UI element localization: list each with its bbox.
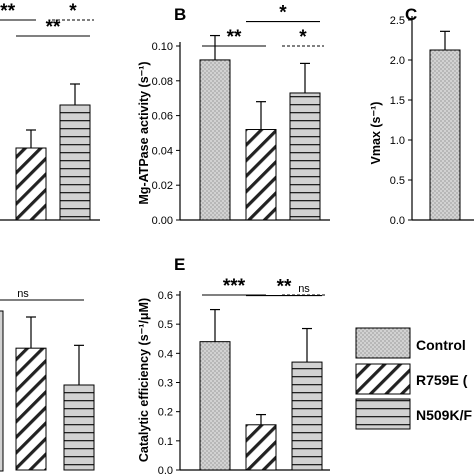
bar-control [0,310,4,472]
y-tick-label: 1.5 [390,95,405,107]
significance-label: *** [0,1,16,22]
bar-control [429,49,461,221]
panel-label: C [405,5,417,24]
y-axis-label: Catalytic efficiency (s⁻¹/μM) [137,298,151,462]
panel-label: B [174,5,186,24]
panel-a: ****** [0,1,100,221]
y-tick-label: 0.4 [158,348,173,360]
y-tick-label: 0.04 [152,145,173,157]
legend-swatch-stripes [355,398,411,430]
bar-r759e [15,347,47,471]
y-tick-label: 0.02 [152,180,173,192]
y-tick-label: 0.08 [152,76,173,88]
y-tick-label: 0.5 [158,319,173,331]
legend-label: Control [416,337,466,353]
y-tick-label: 0.2 [158,407,173,419]
legend-item: Control [355,327,466,359]
significance-label: ns [17,288,29,300]
bar-n509k [63,384,95,471]
y-axis-label: Vmax (s⁻¹) [369,102,383,165]
y-tick-label: 0.00 [152,215,173,227]
y-tick-label: 1.0 [390,135,405,147]
legend-item: N509K/F [355,398,472,430]
bar-n509k [59,104,91,221]
y-tick-label: 0.06 [152,111,173,123]
bar-r759e [15,147,47,221]
y-tick-label: 0.3 [158,378,173,390]
bar-control [199,59,231,221]
bar-r759e [245,129,277,221]
y-tick-label: 2.5 [390,15,405,27]
legend-item: R759E ( [355,363,468,395]
significance-label: ** [227,27,242,48]
bar-n509k [289,92,321,221]
bar-r759e [245,424,277,471]
panel-c: 0.0 0.5 1.0 1.5 2.0 2.5 Vmax (s⁻¹) C [369,5,474,227]
y-tick-label: 2.0 [390,55,405,67]
significance-label: *** [223,276,246,297]
y-tick-label: 0.10 [152,41,173,53]
panel-d: ns [0,288,95,472]
significance-label: * [299,27,307,48]
panel-e: 0.0 0.1 0.2 0.3 0.4 0.5 0.6 Catalytic efficienc… [137,255,330,474]
y-axis-label: Mg-ATPase activity (s⁻¹) [137,61,151,204]
bar-control [199,341,231,471]
significance-label: ns [298,283,310,295]
legend: Control R759E ( N509K/F [355,327,472,430]
legend-label: R759E ( [416,372,468,388]
y-tick-label: 0.0 [390,215,405,227]
legend-swatch-dots [355,327,411,359]
bar-n509k [291,361,323,471]
y-tick-label: 0.0 [158,465,173,474]
y-tick-label: 0.6 [158,290,173,302]
legend-label: N509K/F [416,407,472,423]
y-tick-label: 0.1 [158,436,173,448]
panel-label: E [174,255,185,274]
significance-label: * [279,3,287,24]
y-tick-label: 0.5 [390,175,405,187]
significance-label: ** [277,277,292,298]
significance-label: ** [46,17,61,38]
legend-swatch-hatch [355,363,411,395]
significance-label: * [69,1,77,22]
